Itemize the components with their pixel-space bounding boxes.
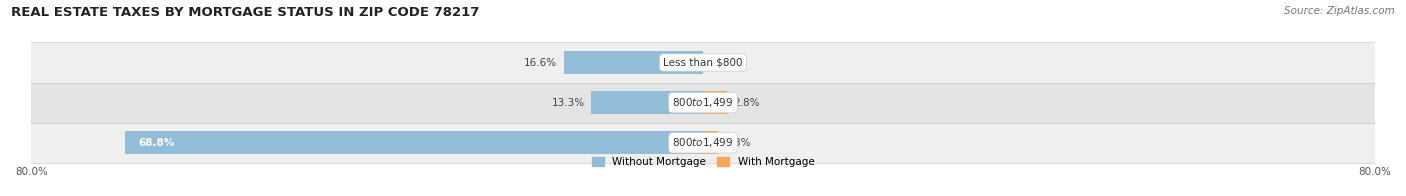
Text: 0.0%: 0.0%: [710, 57, 735, 67]
Text: 13.3%: 13.3%: [551, 98, 585, 108]
Text: 68.8%: 68.8%: [138, 138, 174, 148]
Bar: [31, 123, 1375, 163]
Text: REAL ESTATE TAXES BY MORTGAGE STATUS IN ZIP CODE 78217: REAL ESTATE TAXES BY MORTGAGE STATUS IN …: [11, 6, 479, 19]
Bar: [125, 131, 703, 154]
Text: 16.6%: 16.6%: [524, 57, 557, 67]
Bar: [31, 43, 1375, 83]
Text: $800 to $1,499: $800 to $1,499: [672, 96, 734, 109]
Bar: [592, 91, 703, 114]
Legend: Without Mortgage, With Mortgage: Without Mortgage, With Mortgage: [592, 157, 814, 167]
Bar: [703, 131, 718, 154]
Bar: [31, 83, 1375, 123]
Text: 1.8%: 1.8%: [725, 138, 751, 148]
Text: 2.8%: 2.8%: [733, 98, 759, 108]
Text: Source: ZipAtlas.com: Source: ZipAtlas.com: [1284, 6, 1395, 16]
Bar: [703, 91, 727, 114]
Text: Less than $800: Less than $800: [664, 57, 742, 67]
Text: $800 to $1,499: $800 to $1,499: [672, 136, 734, 149]
Bar: [564, 51, 703, 74]
